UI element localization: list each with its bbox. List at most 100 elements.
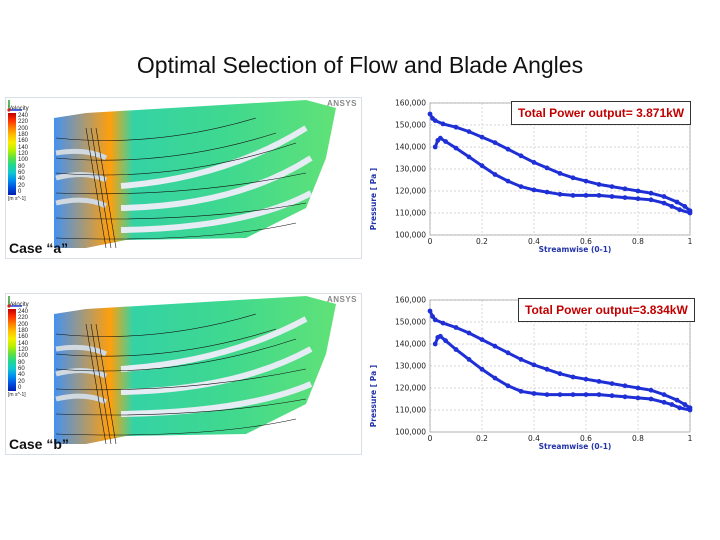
y-tick-label: 130,000 — [395, 362, 426, 371]
legend-tick: 80 — [18, 163, 25, 170]
y-tick-label: 120,000 — [395, 187, 426, 196]
data-point — [492, 375, 498, 381]
data-point — [505, 146, 511, 152]
legend-tick: 220 — [18, 315, 29, 322]
data-point — [609, 393, 615, 399]
x-tick-label: 0 — [428, 237, 433, 246]
legend-unit: [m s^-1] — [8, 392, 26, 398]
y-tick-label: 100,000 — [395, 231, 426, 240]
data-point — [557, 171, 563, 176]
ansys-logo: ANSYS — [326, 99, 357, 108]
data-point — [622, 394, 628, 400]
data-point — [648, 387, 654, 393]
legend-tick: 140 — [18, 340, 29, 347]
data-point — [661, 392, 667, 397]
legend-tick: 200 — [18, 321, 29, 328]
legend-tick: 60 — [18, 169, 25, 176]
data-point — [453, 145, 459, 151]
data-point — [531, 187, 537, 193]
axis-triad-icon — [7, 296, 22, 308]
legend-tick: 140 — [18, 144, 29, 151]
legend-tick: 100 — [18, 157, 29, 164]
data-point — [609, 381, 615, 386]
y-tick-label: 160,000 — [395, 296, 426, 305]
data-point — [583, 392, 589, 397]
y-tick-label: 120,000 — [395, 384, 426, 393]
data-point — [596, 182, 602, 187]
legend-tick: 20 — [18, 378, 25, 385]
data-point — [453, 347, 459, 352]
data-point — [505, 383, 511, 389]
case-a-label: Case “a” — [9, 240, 69, 256]
data-point — [466, 357, 472, 362]
data-point — [531, 362, 537, 368]
data-point — [674, 199, 680, 205]
data-point — [557, 392, 563, 397]
data-point — [622, 186, 628, 192]
y-tick-label: 160,000 — [395, 99, 426, 108]
legend-title: Velocity — [8, 302, 29, 308]
data-point — [466, 129, 472, 134]
data-point — [492, 172, 498, 177]
legend-tick: 60 — [18, 365, 25, 372]
x-tick-label: 0.8 — [632, 237, 644, 246]
x-tick-label: 0 — [428, 434, 433, 443]
data-point — [492, 343, 498, 349]
data-point — [583, 178, 589, 184]
legend-tick: 220 — [18, 119, 29, 126]
data-point — [438, 333, 443, 339]
x-tick-label: 1 — [688, 237, 693, 246]
data-point — [682, 204, 688, 209]
data-point — [677, 405, 682, 411]
data-point — [505, 178, 511, 184]
cfd-contour-case-b: Velocity 240 220 200 180 160 140 120 100… — [5, 293, 362, 455]
data-point — [427, 111, 433, 117]
x-tick-label: 0.8 — [632, 434, 644, 443]
y-tick-label: 130,000 — [395, 165, 426, 174]
legend-tick: 200 — [18, 125, 29, 132]
data-point — [570, 374, 576, 380]
data-point — [479, 163, 485, 169]
data-point — [466, 330, 472, 336]
data-point — [596, 379, 602, 384]
x-tick-label: 0.2 — [476, 237, 488, 246]
pressure-plot-case-a: 100,000 110,000 120,000 130,000 140,000 150,0… — [368, 95, 700, 255]
data-point — [544, 392, 550, 397]
legend-tick: 180 — [18, 327, 29, 334]
x-tick-label: 0.4 — [528, 434, 540, 443]
data-point — [518, 153, 524, 159]
x-tick-label: 0.6 — [580, 434, 592, 443]
y-tick-label: 150,000 — [395, 318, 426, 327]
x-tick-label: 0.2 — [476, 434, 488, 443]
data-point — [432, 118, 438, 123]
data-point — [505, 350, 511, 356]
data-point — [583, 376, 589, 382]
y-axis-label: Pressure [ Pa ] — [369, 365, 378, 427]
data-point — [677, 207, 682, 213]
blade-contour-figure — [54, 100, 336, 249]
data-point — [518, 357, 524, 362]
x-tick-label: 1 — [688, 434, 693, 443]
data-point — [430, 314, 435, 319]
legend-tick: 120 — [18, 346, 29, 353]
x-tick-label: 0.6 — [580, 237, 592, 246]
data-point — [432, 317, 438, 323]
data-point — [622, 383, 628, 389]
legend-tick: 40 — [18, 176, 25, 183]
data-point — [432, 341, 438, 347]
y-tick-label: 150,000 — [395, 121, 426, 130]
legend-tick: 20 — [18, 182, 25, 189]
legend-tick: 0 — [18, 188, 22, 195]
data-point — [635, 395, 641, 401]
data-point — [687, 407, 693, 413]
data-point — [635, 385, 641, 391]
data-point — [544, 165, 550, 171]
data-point — [635, 188, 641, 194]
legend-tick: 180 — [18, 131, 29, 138]
x-axis-label: Streamwise (0-1) — [539, 442, 612, 451]
y-tick-label: 100,000 — [395, 428, 426, 437]
legend-title: Velocity — [8, 106, 29, 112]
data-point — [669, 402, 675, 407]
y-tick-label: 110,000 — [395, 209, 426, 218]
data-point — [622, 195, 628, 200]
